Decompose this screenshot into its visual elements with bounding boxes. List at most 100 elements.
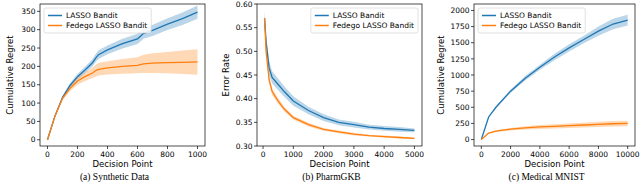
y-tick-label: 1750 [450,22,469,31]
y-tick [254,98,257,99]
y-tick-label: 1000 [450,71,469,80]
y-tick [37,84,40,85]
y-tick [254,4,257,5]
legend-swatch [315,25,329,27]
y-tick [471,75,474,76]
x-tick [539,146,540,149]
y-tick-label: 100 [21,99,36,108]
y-tick-label: 0.40 [236,94,253,103]
x-tick [197,146,198,149]
confidence-band [48,49,198,140]
x-axis-label: Decision Point [310,159,371,169]
y-tick-label: 0.50 [236,47,253,56]
y-tick [471,107,474,108]
y-tick-label: 0 [465,135,470,144]
y-tick [254,146,257,147]
x-tick-label: 200 [70,150,85,159]
panel: 0200040006000800010000025050075010001250… [436,4,640,183]
panel: 0100020003000400050000.300.350.400.450.5… [221,0,424,183]
x-tick-label: 4000 [530,150,549,159]
x-tick-label: 2000 [501,150,520,159]
x-tick [47,146,48,149]
legend-box [44,8,151,33]
series-line [481,20,627,139]
x-tick-label: 8000 [589,150,608,159]
x-tick [481,146,482,149]
panel: 02004006008001000050100150200250300350De… [5,4,207,183]
plot-frame [40,4,205,146]
x-tick [167,146,168,149]
caption: (c) Medical MNIST [509,172,585,183]
y-tick [254,51,257,52]
y-tick [37,66,40,67]
y-tick-label: 200 [21,62,36,71]
y-tick-label: 1250 [450,55,469,64]
legend-swatch [482,15,496,17]
y-tick-label: 250 [455,119,470,128]
y-tick-label: 500 [455,103,470,112]
legend-label: Fedego LASSO Bandit [500,21,581,30]
y-tick-label: 350 [21,7,36,16]
x-tick-label: 400 [100,150,115,159]
y-tick [471,58,474,59]
x-tick-label: 5000 [405,150,424,159]
y-axis-label: Cumulative Regret [5,35,15,115]
legend: LASSO BanditFedego LASSO Bandit [478,8,585,33]
confidence-band [48,5,198,139]
x-tick [137,146,138,149]
legend-label: Fedego LASSO Bandit [66,21,147,30]
x-tick-label: 0 [45,150,50,159]
y-tick-label: 250 [21,44,36,53]
y-tick [254,75,257,76]
y-tick [471,26,474,27]
y-tick-label: 1500 [450,38,469,47]
legend-swatch [482,25,496,27]
x-tick-label: 4000 [375,150,394,159]
series-line [265,18,415,130]
y-tick-label: 50 [26,117,36,126]
y-tick-label: 0.45 [236,71,253,80]
y-tick [37,139,40,140]
confidence-band [481,15,627,140]
y-axis-label: Cumulative Regret [436,35,446,115]
legend-label: LASSO Bandit [333,11,385,20]
series-line [48,62,198,140]
x-tick [323,146,324,149]
x-tick-label: 2000 [314,150,333,159]
legend-label: LASSO Bandit [500,11,552,20]
y-tick-label: 2000 [450,6,469,15]
confidence-band [481,121,627,140]
legend-box [478,8,585,33]
x-axis-label: Decision Point [93,159,154,169]
y-tick [471,139,474,140]
y-tick-label: 0.55 [236,23,253,32]
x-tick-label: 3000 [344,150,363,159]
y-tick-label: 0.35 [236,118,253,127]
x-tick [510,146,511,149]
y-tick [254,122,257,123]
series-line [481,123,627,139]
y-tick [37,121,40,122]
x-tick [293,146,294,149]
legend-swatch [315,15,329,17]
x-tick-label: 0 [261,150,266,159]
caption: (a) Synthetic Data [80,172,150,183]
y-tick-label: 150 [21,80,36,89]
legend-box [311,8,418,33]
y-tick [471,91,474,92]
y-axis-label: Error Rate [221,54,231,97]
x-tick [263,146,264,149]
y-tick [471,10,474,11]
y-tick [37,103,40,104]
legend-swatch [48,15,62,17]
caption: (b) PharmGKB [302,172,360,183]
confidence-band [265,11,415,132]
y-tick [471,42,474,43]
series-line [265,18,415,138]
legend-label: LASSO Bandit [66,11,118,20]
y-tick-label: 0.60 [236,0,253,9]
y-tick [37,29,40,30]
y-tick-label: 0 [31,135,36,144]
legend-swatch [48,25,62,27]
x-tick [384,146,385,149]
